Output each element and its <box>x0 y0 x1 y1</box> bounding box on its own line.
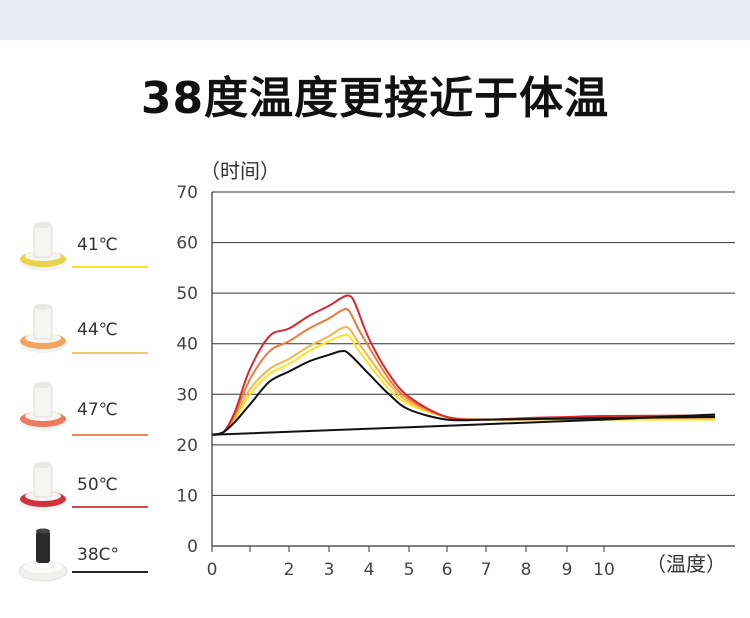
series-line-5 <box>211 413 716 436</box>
x-tick-label: 8 <box>521 560 532 580</box>
legend-label-41: 41℃ <box>77 235 118 255</box>
legend-line-38 <box>72 571 148 573</box>
y-tick-label: 0 <box>187 537 198 557</box>
legend-label-44: 44℃ <box>77 320 118 340</box>
y-tick-label: 10 <box>176 486 198 506</box>
legend-item-1: 44℃ <box>0 297 160 377</box>
chart-grid <box>212 191 735 496</box>
yellow-ring-pin-icon <box>19 222 67 271</box>
y-tick-label: 40 <box>176 335 198 355</box>
chart-tick-labels: 0 10 20 30 40 50 60 70 0 2 3 4 5 6 7 8 9 10 <box>176 183 614 580</box>
coral-ring-pin-icon <box>19 382 67 431</box>
legend-item-4: 38C° <box>0 527 160 607</box>
x-tick-label: 0 <box>207 560 218 580</box>
y-tick-label: 70 <box>176 183 198 203</box>
x-tick-label: 2 <box>284 560 295 580</box>
x-tick-label: 10 <box>593 560 615 580</box>
legend-item-3: 50℃ <box>0 455 160 535</box>
series-line-3 <box>211 294 716 436</box>
legend-item-2: 47℃ <box>0 375 160 455</box>
legend-line-44 <box>72 352 148 354</box>
legend-item-0: 41℃ <box>0 215 160 295</box>
y-tick-label: 20 <box>176 436 198 456</box>
x-tick-label: 3 <box>324 560 335 580</box>
legend-line-41 <box>72 266 148 268</box>
x-tick-label: 7 <box>481 560 492 580</box>
x-tick-label: 6 <box>442 560 453 580</box>
page-title: 38度温度更接近于体温 <box>140 73 610 124</box>
chart-series <box>211 294 716 436</box>
y-axis-title: （时间） <box>200 159 280 183</box>
x-axis-title: （温度） <box>646 552 726 576</box>
black-pin-icon <box>18 528 68 582</box>
legend-line-50 <box>72 506 148 508</box>
chart-axes <box>211 192 735 552</box>
legend-label-38: 38C° <box>77 545 120 565</box>
y-tick-label: 50 <box>176 284 198 304</box>
top-banner <box>0 0 750 40</box>
legend-line-47 <box>72 434 148 436</box>
y-tick-label: 30 <box>176 385 198 405</box>
legend-label-50: 50℃ <box>77 475 118 495</box>
legend-label-47: 47℃ <box>77 400 118 420</box>
x-tick-label: 9 <box>562 560 573 580</box>
x-tick-label: 4 <box>364 560 375 580</box>
orange-ring-pin-icon <box>19 304 67 353</box>
y-tick-label: 60 <box>176 234 198 254</box>
series-line-4 <box>211 350 716 436</box>
x-tick-label: 5 <box>404 560 415 580</box>
red-ring-pin-icon <box>19 462 67 511</box>
